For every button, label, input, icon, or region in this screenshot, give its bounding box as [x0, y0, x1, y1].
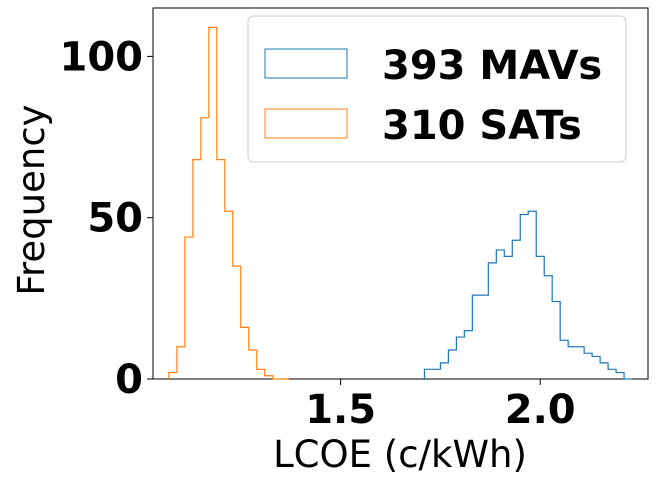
y-tick-label: 0: [115, 357, 143, 403]
legend: 393 MAVs 310 SATs: [247, 15, 627, 163]
y-axis-label: Frequency: [10, 104, 53, 295]
x-tick-label: 1.5: [305, 387, 376, 433]
legend-swatch-mavs: [264, 48, 348, 79]
y-axis-ticks: 0 50 100: [60, 34, 153, 403]
y-tick-label: 50: [87, 196, 143, 242]
x-axis-label: LCOE (c/kWh): [273, 433, 527, 476]
histogram-series-sats: [168, 26, 289, 380]
legend-swatch-sats: [264, 108, 348, 139]
legend-box: [247, 15, 627, 163]
x-axis-ticks: 1.5 2.0: [305, 379, 576, 433]
legend-label-sats: 310 SATs: [382, 103, 582, 149]
legend-label-mavs: 393 MAVs: [382, 43, 602, 89]
y-tick-label: 100: [60, 34, 144, 80]
histogram-series-mavs: [423, 210, 633, 380]
x-tick-label: 2.0: [505, 387, 576, 433]
series-layer: [168, 26, 633, 380]
